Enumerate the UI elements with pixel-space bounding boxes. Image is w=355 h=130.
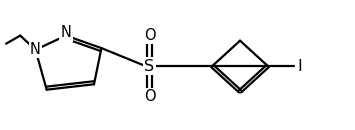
Text: N: N (60, 25, 71, 40)
Text: O: O (144, 89, 155, 104)
Text: I: I (297, 58, 302, 73)
Text: O: O (144, 28, 155, 43)
Text: N: N (30, 42, 41, 57)
Text: S: S (144, 58, 154, 73)
